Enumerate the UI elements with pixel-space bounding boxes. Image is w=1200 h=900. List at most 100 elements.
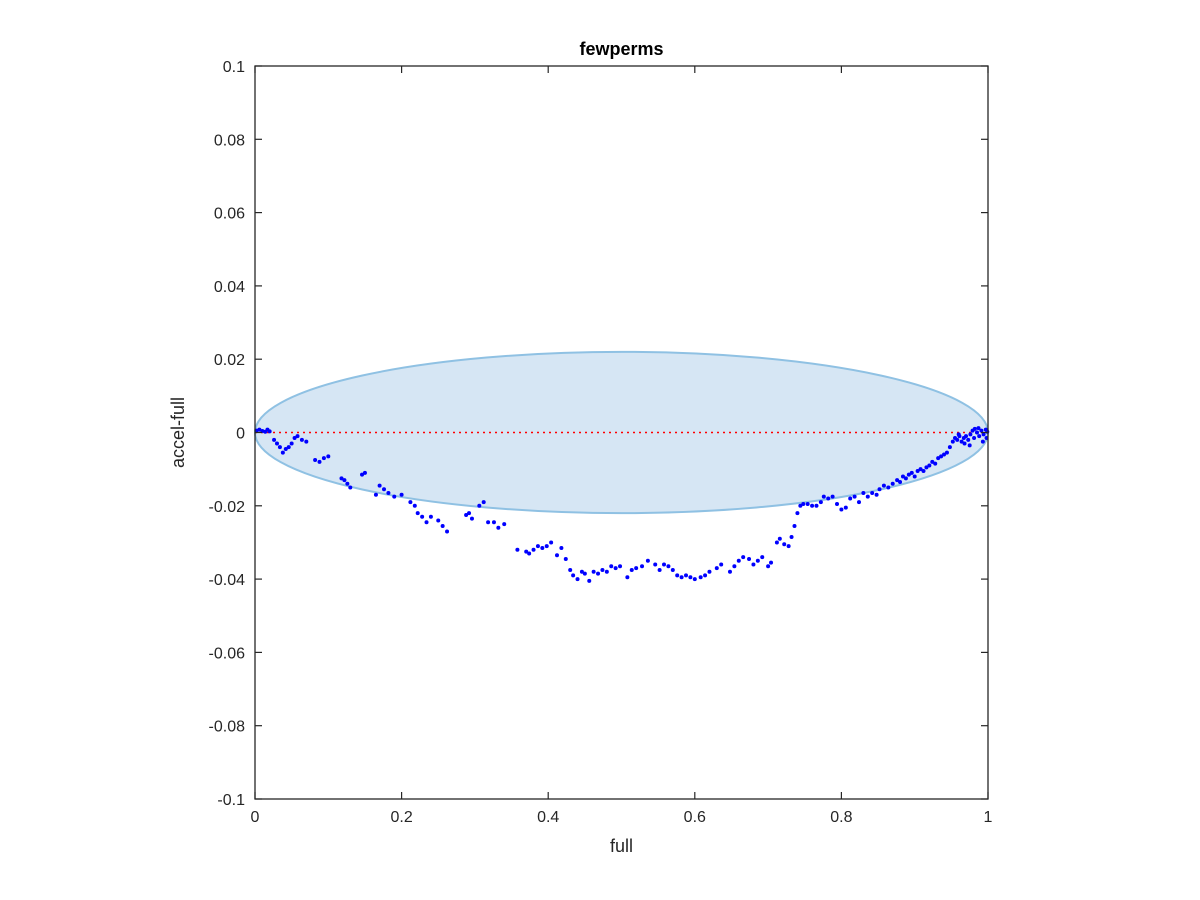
data-point xyxy=(587,578,592,583)
data-point xyxy=(947,445,952,450)
data-point xyxy=(747,556,752,561)
data-point xyxy=(544,544,549,549)
data-point xyxy=(977,434,982,439)
data-point xyxy=(944,450,949,455)
data-point xyxy=(877,487,882,492)
data-point xyxy=(502,522,507,527)
data-point xyxy=(777,536,782,541)
chart-title: fewperms xyxy=(579,39,663,59)
data-point xyxy=(317,459,322,464)
data-point xyxy=(579,569,584,574)
data-point xyxy=(339,476,344,481)
data-point xyxy=(972,435,977,440)
data-point xyxy=(985,429,990,434)
y-tick-label: 0.08 xyxy=(214,132,245,149)
data-point xyxy=(939,454,944,459)
data-point xyxy=(852,494,857,499)
data-point xyxy=(645,558,650,563)
data-point xyxy=(810,503,815,508)
data-point xyxy=(345,481,350,486)
data-point xyxy=(930,459,935,464)
data-point xyxy=(321,456,326,461)
data-point xyxy=(895,478,900,483)
data-point xyxy=(774,540,779,545)
data-point xyxy=(582,571,587,576)
data-point xyxy=(420,514,425,519)
data-point xyxy=(881,483,886,488)
data-point xyxy=(342,478,347,483)
data-point xyxy=(412,503,417,508)
data-point xyxy=(386,490,391,495)
y-tick-label: 0.06 xyxy=(214,206,245,223)
data-point xyxy=(613,566,618,571)
data-point xyxy=(531,547,536,552)
data-point xyxy=(382,487,387,492)
data-point xyxy=(835,501,840,506)
data-point xyxy=(760,555,765,560)
data-point xyxy=(942,452,947,457)
data-point xyxy=(933,461,938,466)
data-point xyxy=(956,432,961,437)
data-point xyxy=(295,434,300,439)
data-point xyxy=(670,567,675,572)
data-point xyxy=(634,566,639,571)
data-point xyxy=(903,476,908,481)
x-tick-label: 0.6 xyxy=(684,809,706,826)
data-point xyxy=(856,500,861,505)
data-point xyxy=(972,426,977,431)
data-point xyxy=(657,567,662,572)
data-point xyxy=(848,496,853,501)
y-tick-label: -0.08 xyxy=(209,719,246,736)
data-point xyxy=(469,516,474,521)
data-point xyxy=(496,525,501,530)
y-tick-label: -0.02 xyxy=(209,499,246,516)
data-point xyxy=(874,492,879,497)
data-point xyxy=(424,520,429,525)
data-point xyxy=(360,472,365,477)
data-point xyxy=(440,523,445,528)
data-point xyxy=(843,505,848,510)
data-point xyxy=(703,573,708,578)
y-tick-label: -0.1 xyxy=(217,792,245,809)
data-point xyxy=(741,555,746,560)
data-point xyxy=(491,520,496,525)
data-point xyxy=(924,465,929,470)
data-point xyxy=(890,481,895,486)
data-point xyxy=(980,439,985,444)
data-point xyxy=(286,445,291,450)
data-point xyxy=(464,512,469,517)
data-point xyxy=(604,569,609,574)
data-point xyxy=(362,470,367,475)
data-point xyxy=(962,441,967,446)
data-point xyxy=(272,437,277,442)
data-point xyxy=(766,564,771,569)
data-point xyxy=(830,494,835,499)
y-tick-label: -0.06 xyxy=(209,645,246,662)
data-point xyxy=(313,457,318,462)
data-point xyxy=(968,432,973,437)
data-point xyxy=(967,443,972,448)
data-point xyxy=(515,547,520,552)
data-point xyxy=(467,511,472,516)
y-tick-label: -0.04 xyxy=(209,572,246,589)
data-point xyxy=(535,544,540,549)
data-point xyxy=(870,490,875,495)
data-point xyxy=(801,501,806,506)
data-point xyxy=(755,558,760,563)
data-point xyxy=(964,434,969,439)
data-point xyxy=(769,560,774,565)
data-point xyxy=(927,463,932,468)
data-point xyxy=(563,556,568,561)
data-point xyxy=(399,492,404,497)
data-point xyxy=(348,485,353,490)
data-point xyxy=(918,467,923,472)
data-point xyxy=(707,569,712,574)
data-point xyxy=(786,544,791,549)
data-point xyxy=(559,545,564,550)
data-point xyxy=(277,445,282,450)
plot-area-frame xyxy=(254,65,989,800)
data-point xyxy=(719,562,724,567)
data-point xyxy=(826,496,831,501)
scatter-series xyxy=(254,426,990,583)
data-point xyxy=(477,503,482,508)
